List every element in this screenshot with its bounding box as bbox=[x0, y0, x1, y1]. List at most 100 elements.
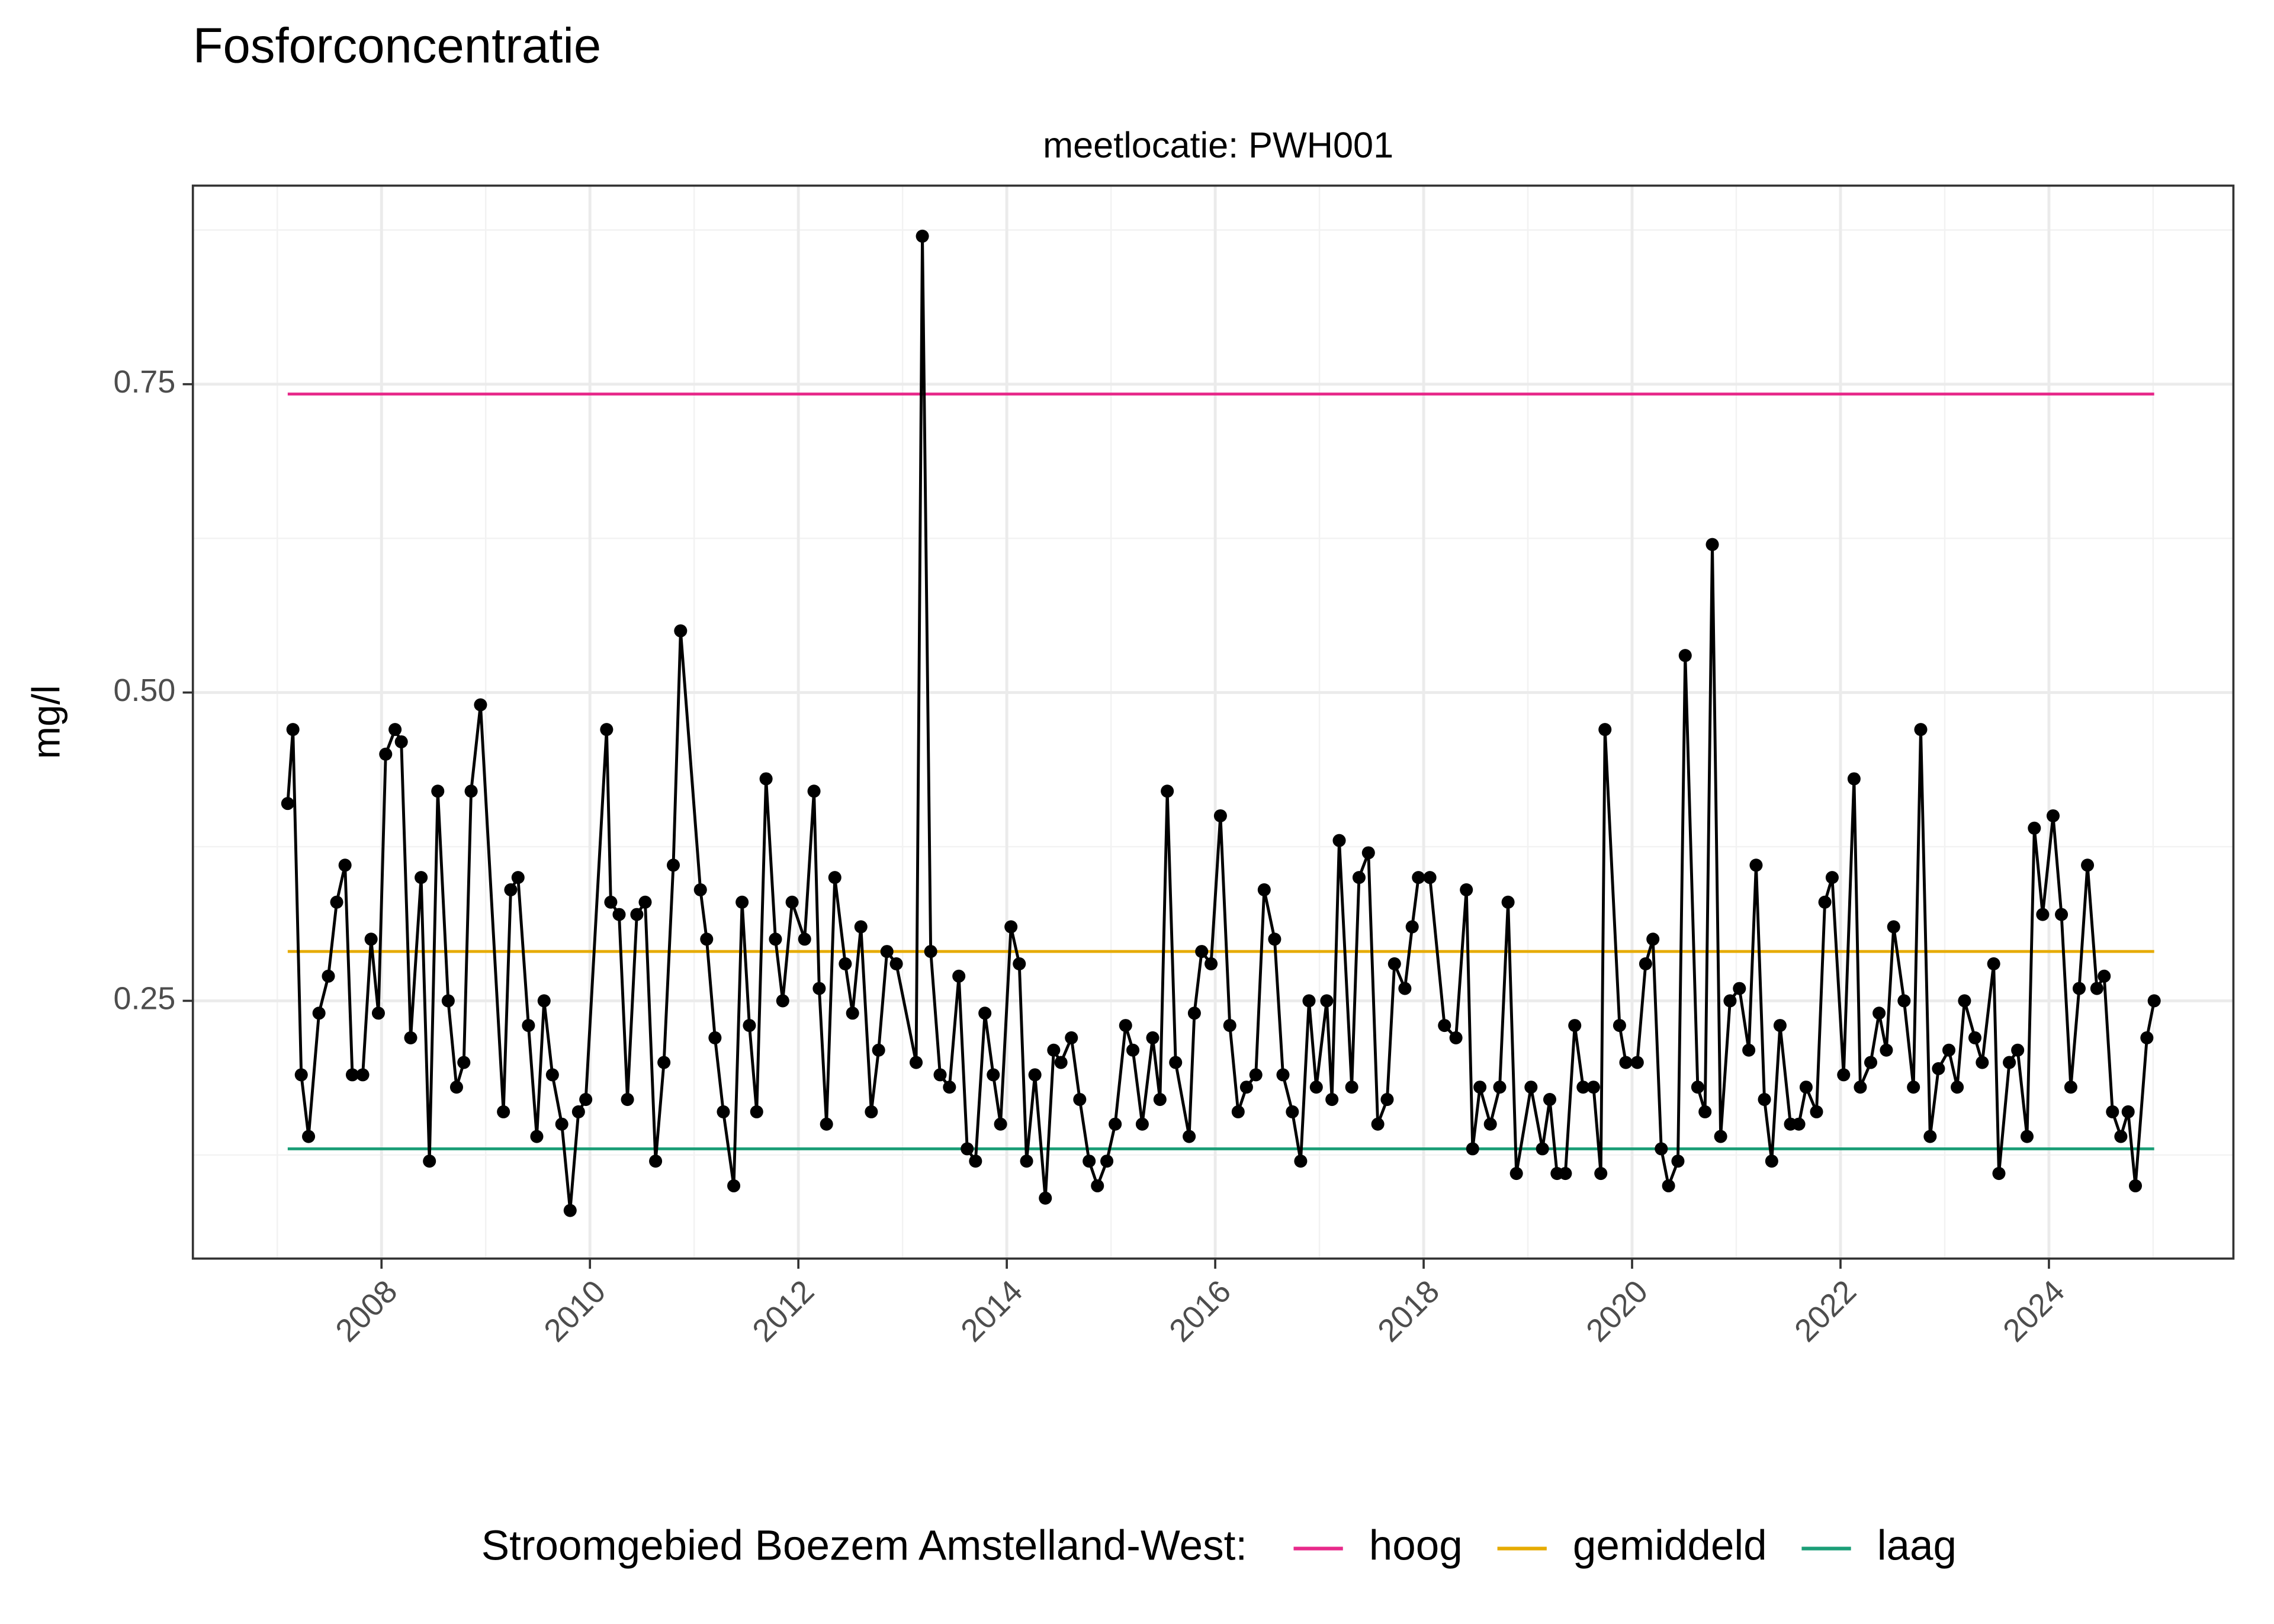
data-point bbox=[2121, 1105, 2135, 1118]
data-point bbox=[961, 1142, 974, 1156]
data-point bbox=[612, 908, 626, 921]
data-point bbox=[1083, 1155, 1096, 1168]
data-point bbox=[415, 871, 428, 885]
data-point bbox=[1619, 1056, 1633, 1069]
data-point bbox=[1792, 1117, 1806, 1131]
data-point bbox=[1923, 1130, 1937, 1143]
data-point bbox=[1723, 994, 1737, 1008]
data-point bbox=[2098, 969, 2111, 983]
data-point bbox=[872, 1043, 885, 1057]
data-point bbox=[2090, 982, 2103, 995]
data-point bbox=[1119, 1019, 1132, 1033]
legend: Stroomgebied Boezem Amstelland-West: hoog… bbox=[481, 1522, 1957, 1569]
data-point bbox=[511, 871, 525, 885]
data-point bbox=[1872, 1006, 1886, 1020]
data-point bbox=[2020, 1130, 2034, 1143]
data-point bbox=[1352, 871, 1366, 885]
data-point bbox=[1239, 1080, 1253, 1094]
data-point bbox=[1054, 1056, 1068, 1069]
data-point bbox=[812, 982, 826, 995]
data-point bbox=[1466, 1142, 1479, 1156]
data-point bbox=[1187, 1006, 1201, 1020]
data-point bbox=[1231, 1105, 1245, 1118]
data-point bbox=[1598, 723, 1612, 737]
data-point bbox=[1153, 1093, 1167, 1107]
data-point bbox=[1932, 1062, 1945, 1076]
data-point bbox=[1714, 1130, 1727, 1143]
data-point bbox=[1536, 1142, 1549, 1156]
data-point bbox=[1169, 1056, 1183, 1069]
data-point bbox=[1847, 772, 1861, 786]
data-point bbox=[1091, 1179, 1104, 1192]
data-point bbox=[1135, 1117, 1149, 1131]
data-point bbox=[1047, 1043, 1061, 1057]
data-point bbox=[1371, 1117, 1385, 1131]
data-point bbox=[1146, 1031, 1160, 1044]
data-point bbox=[1509, 1167, 1523, 1181]
y-tick-label: 0.75 bbox=[113, 364, 175, 400]
data-point bbox=[1758, 1093, 1771, 1107]
data-point bbox=[1257, 883, 1271, 896]
data-point bbox=[828, 871, 841, 885]
data-point bbox=[1698, 1105, 1712, 1118]
data-point bbox=[1473, 1080, 1487, 1094]
data-point bbox=[571, 1105, 585, 1118]
data-point bbox=[1976, 1056, 1989, 1069]
data-point bbox=[545, 1068, 559, 1082]
data-point bbox=[2081, 858, 2095, 872]
data-point bbox=[1223, 1019, 1236, 1033]
data-point bbox=[330, 895, 343, 909]
panel-border bbox=[191, 184, 2235, 1260]
data-point bbox=[1773, 1019, 1787, 1033]
legend-label: gemiddeld bbox=[1573, 1522, 1767, 1569]
data-point bbox=[1361, 846, 1375, 860]
data-point bbox=[700, 932, 714, 946]
data-point bbox=[1630, 1056, 1644, 1069]
data-point bbox=[537, 994, 551, 1008]
data-point bbox=[657, 1056, 671, 1069]
data-point bbox=[1309, 1080, 1323, 1094]
chart-title: Fosforconcentratie bbox=[193, 18, 601, 73]
data-point bbox=[978, 1006, 992, 1020]
data-point bbox=[1958, 994, 1971, 1008]
data-point bbox=[839, 957, 852, 970]
data-point bbox=[880, 945, 894, 959]
data-point bbox=[1854, 1080, 1867, 1094]
data-point bbox=[423, 1155, 436, 1168]
data-point bbox=[2036, 908, 2050, 921]
data-point bbox=[2072, 982, 2086, 995]
data-point bbox=[497, 1105, 510, 1118]
data-point bbox=[302, 1130, 316, 1143]
data-point bbox=[1951, 1080, 1964, 1094]
data-point bbox=[294, 1068, 308, 1082]
data-point bbox=[356, 1068, 370, 1082]
data-point bbox=[1825, 871, 1839, 885]
data-point bbox=[379, 747, 393, 761]
facet-label: meetlocatie: PWH001 bbox=[1043, 125, 1393, 165]
data-point bbox=[1483, 1117, 1497, 1131]
data-point bbox=[281, 797, 294, 811]
data-point bbox=[431, 784, 445, 798]
data-point bbox=[717, 1105, 730, 1118]
data-point bbox=[969, 1155, 982, 1168]
data-point bbox=[708, 1031, 722, 1044]
data-point bbox=[769, 932, 782, 946]
data-point bbox=[1799, 1080, 1813, 1094]
data-point bbox=[1493, 1080, 1507, 1094]
data-point bbox=[1020, 1155, 1033, 1168]
data-point bbox=[1706, 538, 1719, 551]
data-point bbox=[1013, 957, 1026, 970]
data-point bbox=[530, 1130, 544, 1143]
data-point bbox=[865, 1105, 878, 1118]
data-point bbox=[924, 945, 937, 959]
data-point bbox=[649, 1155, 663, 1168]
data-point bbox=[345, 1068, 359, 1082]
data-point bbox=[743, 1019, 756, 1033]
data-point bbox=[2128, 1179, 2143, 1192]
data-point bbox=[1302, 994, 1316, 1008]
data-point bbox=[1028, 1068, 1042, 1082]
data-point bbox=[1438, 1019, 1451, 1033]
data-point bbox=[1655, 1142, 1668, 1156]
data-point bbox=[1345, 1080, 1358, 1094]
